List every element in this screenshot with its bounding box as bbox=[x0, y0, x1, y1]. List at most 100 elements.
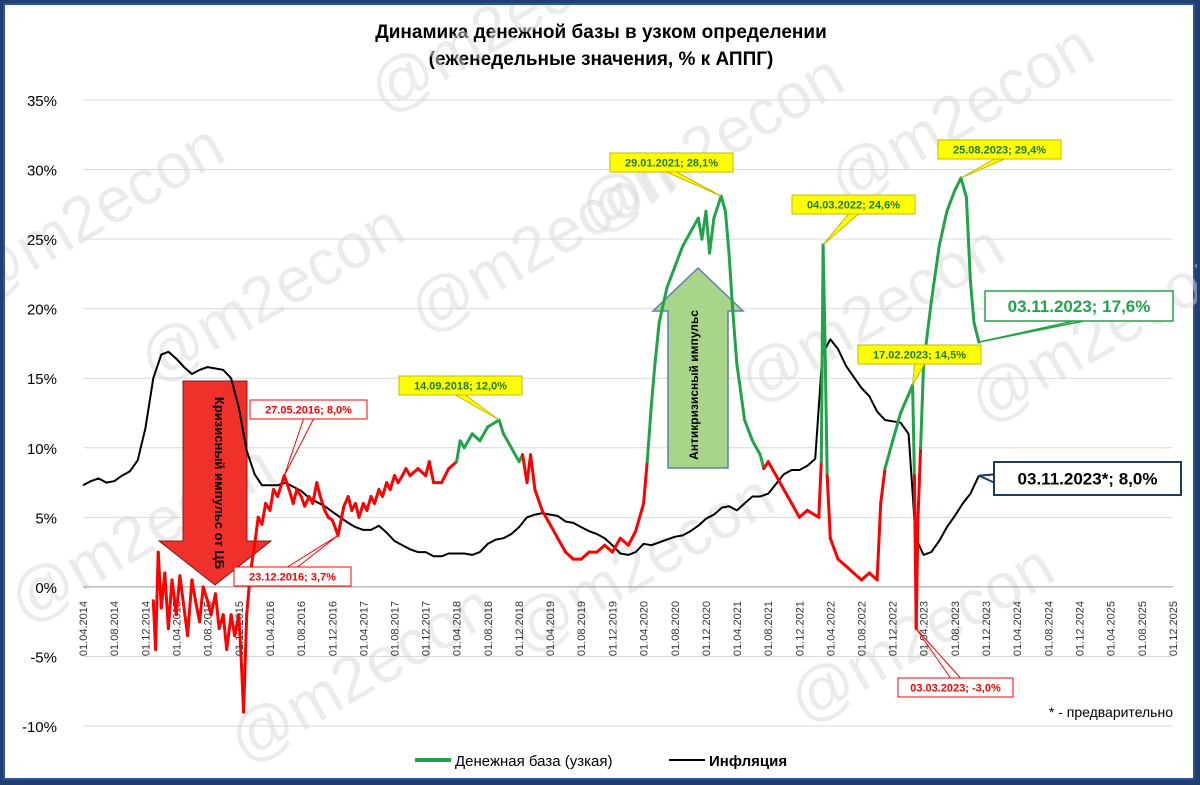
watermark: @m2econ bbox=[816, 8, 1105, 217]
money-base-segment bbox=[529, 453, 537, 491]
money-base-segment bbox=[381, 481, 389, 498]
x-tick-label: 01.04.2024 bbox=[1012, 601, 1024, 656]
money-base-segment bbox=[373, 488, 381, 505]
money-base-segment bbox=[556, 536, 568, 554]
money-base-segment bbox=[595, 543, 607, 554]
callout-box bbox=[857, 344, 982, 365]
x-axis: 01.04.2014 01.08.2014 01.12.2014 01.04.2015… bbox=[78, 601, 1180, 656]
y-tick-label: -10% bbox=[22, 719, 57, 736]
x-tick-label: 01.12.2025 bbox=[1168, 601, 1180, 656]
callout-a3: 14.09.2018; 12,0% bbox=[398, 375, 523, 421]
money-base-segment bbox=[708, 216, 716, 255]
watermark: @m2econ bbox=[566, 38, 855, 247]
money-base-segment bbox=[282, 474, 291, 491]
x-tick-label: 01.04.2016 bbox=[265, 601, 277, 656]
money-base-segment bbox=[657, 286, 669, 325]
money-base-segment bbox=[817, 460, 823, 519]
money-base-segment bbox=[681, 230, 692, 248]
x-tick-label: 01.04.2021 bbox=[732, 601, 744, 656]
crisis-arrow-label: Кризисный импульс от ЦБ bbox=[212, 397, 227, 569]
money-base-segment bbox=[201, 585, 209, 603]
money-base-segment bbox=[774, 474, 786, 491]
money-base-segment bbox=[914, 515, 920, 631]
money-base-segment bbox=[462, 432, 474, 450]
callout-label: 23.12.2016; 3,7% bbox=[249, 571, 336, 583]
money-base-segment bbox=[548, 522, 560, 540]
legend: Денежная база (узкая) Инфляция bbox=[415, 753, 787, 770]
money-base-segment bbox=[844, 564, 856, 575]
money-base-segment bbox=[315, 481, 322, 498]
x-tick-label: 01.08.2022 bbox=[856, 601, 868, 656]
x-tick-label: 01.04.2022 bbox=[825, 601, 837, 656]
money-base-segment bbox=[427, 460, 436, 485]
money-base-segment bbox=[440, 467, 451, 485]
money-base-segment bbox=[388, 474, 396, 491]
callout-box bbox=[249, 399, 368, 420]
money-base-segment bbox=[727, 251, 735, 311]
x-tick-label: 01.12.2020 bbox=[701, 601, 713, 656]
x-tick-label: 01.04.2025 bbox=[1106, 601, 1118, 656]
grid-layer bbox=[83, 99, 1173, 727]
x-tick-label: 01.12.2024 bbox=[1075, 601, 1087, 656]
money-base-segment bbox=[673, 244, 685, 269]
inflation-line bbox=[82, 338, 980, 558]
money-base-segment bbox=[603, 543, 614, 554]
x-tick-label: 01.08.2020 bbox=[670, 601, 682, 656]
money-base-segment bbox=[825, 474, 832, 540]
callout-layer: 27.05.2016; 8,0% 23.12.2016; 3,7% 14.09.20… bbox=[233, 139, 1182, 698]
money-base-segment bbox=[497, 418, 505, 436]
money-base-segment bbox=[486, 418, 501, 429]
callout-a5: 04.03.2022; 24,6% bbox=[791, 194, 916, 246]
callout-a9: 03.11.2023; 17,6% bbox=[978, 290, 1174, 343]
money-base-segment bbox=[758, 453, 766, 471]
x-tick-label: 01.04.2019 bbox=[545, 601, 557, 656]
x-tick-label: 01.04.2023 bbox=[919, 601, 931, 656]
money-base-segment bbox=[645, 404, 653, 464]
money-base-segment bbox=[719, 194, 727, 213]
callout-label: 14.09.2018; 12,0% bbox=[414, 380, 507, 392]
money-base-segment bbox=[579, 550, 591, 561]
callout-pointer bbox=[822, 213, 860, 246]
money-base-segment bbox=[805, 508, 821, 519]
y-tick-label: -5% bbox=[30, 649, 57, 666]
money-base-segment bbox=[260, 501, 268, 526]
money-base-segment bbox=[242, 613, 249, 714]
callout-box bbox=[993, 461, 1182, 496]
chart-title: Динамика денежной базы в узком определен… bbox=[5, 19, 1197, 73]
x-tick-label: 01.04.2020 bbox=[639, 601, 651, 656]
x-tick-label: 01.08.2024 bbox=[1043, 601, 1055, 656]
x-tick-label: 01.08.2018 bbox=[483, 601, 495, 656]
x-tick-label: 01.08.2019 bbox=[576, 601, 588, 656]
x-tick-label: 01.08.2014 bbox=[109, 601, 121, 656]
x-tick-label: 01.08.2023 bbox=[950, 601, 962, 656]
y-axis: -10% -5% 0% 5% 10% 15% 20% 25% 30% 35% bbox=[22, 93, 57, 736]
money-base-segment bbox=[919, 362, 926, 450]
callout-box bbox=[791, 194, 916, 215]
x-tick-label: 01.12.2019 bbox=[607, 601, 619, 656]
x-tick-label: 01.04.2017 bbox=[358, 601, 370, 656]
money-base-segment bbox=[564, 550, 575, 561]
money-base-segment bbox=[937, 209, 949, 248]
x-tick-label: 01.08.2016 bbox=[296, 601, 308, 656]
watermark: @m2econ bbox=[356, 5, 645, 127]
money-base-segment bbox=[891, 411, 903, 443]
money-base-segment bbox=[653, 321, 661, 366]
callout-label: 25.08.2023; 29,4% bbox=[953, 144, 1046, 156]
money-base-segment bbox=[723, 209, 731, 255]
money-base-segment bbox=[972, 321, 981, 344]
callout-label: 04.03.2022; 24,6% bbox=[807, 199, 900, 211]
money-base-segment bbox=[186, 578, 194, 638]
callout-pointer bbox=[978, 473, 995, 485]
money-base-segment bbox=[875, 501, 883, 582]
money-base-segment bbox=[416, 467, 428, 478]
callout-label: 03.03.2023; -3,0% bbox=[910, 682, 1001, 694]
legend-label-inflation: Инфляция bbox=[709, 753, 787, 770]
callout-box bbox=[398, 375, 523, 396]
money-base-segment bbox=[929, 244, 941, 304]
callout-a1: 27.05.2016; 8,0% bbox=[249, 399, 368, 476]
callout-box bbox=[984, 290, 1174, 322]
money-base-segment bbox=[178, 574, 186, 610]
money-base-segment bbox=[166, 578, 174, 631]
y-tick-label: 10% bbox=[27, 441, 57, 458]
callout-a7: 25.08.2023; 29,4% bbox=[937, 139, 1062, 179]
